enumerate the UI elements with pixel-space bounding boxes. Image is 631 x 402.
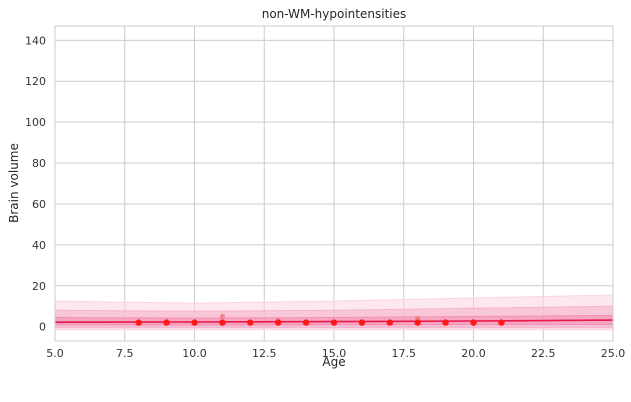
data-point [470, 319, 477, 326]
data-point [163, 319, 170, 326]
y-tick-label: 20 [32, 280, 46, 293]
data-point [275, 319, 282, 326]
plot-frame [54, 25, 614, 342]
y-tick-label: 140 [25, 34, 46, 47]
data-points [135, 313, 505, 326]
y-tick-label: 100 [25, 116, 46, 129]
data-point [302, 319, 310, 326]
x-tick-label: 20.0 [461, 347, 486, 360]
data-point [358, 319, 366, 326]
y-tick-label: 120 [25, 75, 46, 88]
outlier-point [219, 313, 225, 320]
x-tick-label: 12.5 [252, 347, 277, 360]
x-tick-label: 22.5 [531, 347, 556, 360]
y-tick-label: 0 [39, 321, 46, 334]
y-axis-label: Brain volume [7, 143, 21, 223]
tick-labels: 5.0 7.5 10.0 12.5 15.0 17.5 20.0 22.5 25.0 0 20 40 6… [25, 34, 625, 360]
y-tick-label: 60 [32, 198, 46, 211]
data-point [330, 319, 338, 326]
x-axis-label: Age [322, 355, 345, 369]
x-tick-label: 17.5 [392, 347, 417, 360]
data-point [135, 319, 142, 326]
y-tick-label: 80 [32, 157, 46, 170]
data-point [386, 319, 393, 326]
data-point [247, 319, 254, 326]
data-point [191, 319, 198, 326]
data-point [219, 319, 226, 326]
y-tick-label: 40 [32, 239, 46, 252]
chart-title: non-WM-hypointensities [262, 7, 407, 21]
x-tick-label: 7.5 [116, 347, 134, 360]
data-point [442, 319, 449, 326]
data-point [498, 319, 505, 326]
x-tick-label: 25.0 [601, 347, 626, 360]
x-tick-label: 15.0 [322, 347, 347, 360]
data-point [414, 319, 421, 326]
x-tick-label: 5.0 [46, 347, 64, 360]
x-tick-label: 10.0 [182, 347, 207, 360]
